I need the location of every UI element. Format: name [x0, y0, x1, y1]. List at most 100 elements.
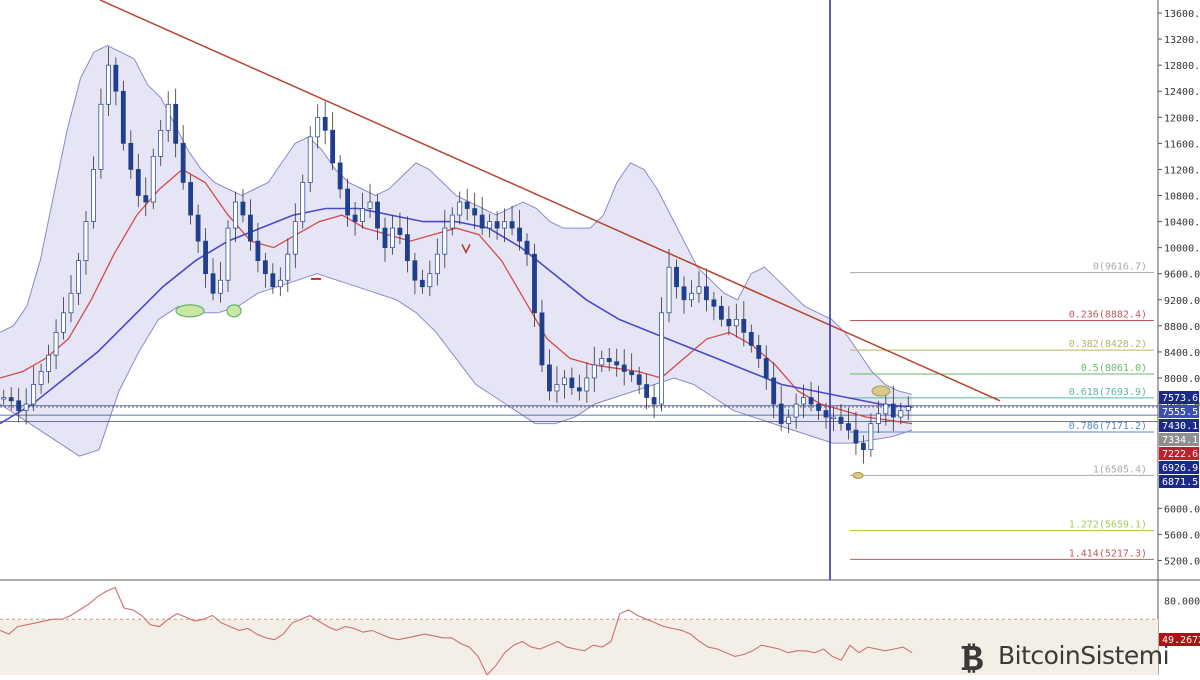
candle-body	[711, 299, 717, 307]
price-badge	[1159, 433, 1199, 446]
candle-body	[165, 103, 171, 131]
candle-body	[1, 397, 7, 400]
candle-body	[397, 227, 403, 235]
candle-body	[23, 403, 29, 411]
candle-body	[120, 90, 126, 144]
candle-body	[591, 364, 597, 379]
candle-body	[651, 397, 657, 405]
brand-name: BitcoinSistemi	[998, 641, 1170, 670]
candle-body	[262, 260, 268, 275]
candle-body	[337, 162, 343, 190]
bollinger-upper-line	[0, 45, 913, 395]
price-badge-label: 7430.1	[1162, 421, 1198, 432]
candle-body	[158, 129, 164, 157]
candle-body	[472, 208, 478, 216]
candle-body	[442, 227, 448, 255]
descending-trendline	[99, 0, 1001, 402]
candle-body	[502, 221, 507, 229]
candle-body	[128, 143, 134, 170]
low-highlight-marker	[226, 304, 242, 318]
high-highlight-marker	[871, 385, 891, 397]
y-tick-label: 12400.0	[1164, 87, 1200, 98]
candle-body	[412, 260, 418, 281]
candle-body	[434, 253, 440, 275]
candle-body	[105, 64, 111, 105]
candle-body	[532, 253, 537, 314]
candle-body	[382, 227, 388, 248]
y-tick-label: 11200.0	[1164, 165, 1200, 176]
price-badge	[1159, 447, 1199, 460]
y-tick-label: 5200.0	[1164, 556, 1200, 567]
candle-body	[330, 129, 336, 164]
candle-body	[524, 240, 530, 255]
candle-body	[76, 260, 81, 294]
candle-body	[188, 182, 194, 216]
y-tick-label: 13200.0	[1164, 35, 1200, 46]
candle-body	[307, 136, 313, 183]
candle-body	[823, 410, 829, 418]
candle-body	[248, 214, 253, 242]
candle-body	[218, 279, 223, 294]
candle-body	[180, 143, 186, 183]
candle-body	[517, 227, 522, 242]
price-badge-label: 7334.1	[1162, 435, 1198, 446]
candle-body	[113, 64, 119, 92]
candle-body	[150, 156, 156, 203]
candle-body	[576, 387, 582, 392]
candle-body	[853, 429, 859, 444]
candle-body	[547, 364, 552, 392]
y-tick-label: 10000.0	[1164, 244, 1200, 255]
candle-body	[91, 169, 96, 222]
candle-body	[748, 332, 754, 346]
candle-body	[890, 403, 896, 418]
fib-level-label: 0.236(8882.4)	[1069, 309, 1147, 320]
candle-body	[285, 253, 291, 281]
candle-body	[621, 364, 627, 372]
candle-body	[38, 371, 44, 385]
candles	[1, 46, 911, 464]
y-tick-label: 10800.0	[1164, 192, 1200, 203]
fib-level-label: 0.382(8428.2)	[1069, 339, 1147, 350]
candle-body	[375, 201, 380, 229]
y-tick-label: 9600.0	[1164, 270, 1200, 281]
candle-body	[861, 442, 866, 451]
candle-body	[808, 397, 814, 405]
rsi-line	[0, 586, 913, 676]
candle-body	[292, 221, 298, 255]
candle-body	[352, 214, 358, 222]
candle-body	[681, 286, 687, 301]
y-tick-label: 6000.0	[1164, 504, 1200, 515]
candle-body	[569, 377, 575, 389]
candle-body	[315, 116, 321, 138]
bollinger-band-fill	[0, 45, 912, 457]
down-arrow-icon	[461, 244, 471, 255]
candle-body	[225, 227, 231, 281]
candle-body	[390, 227, 395, 248]
bitcoin-logo-icon: ₿	[961, 638, 983, 675]
price-panel: 0(9616.7) 0.236(8882.4) 0.382(8428.2) 0.5(8…	[0, 0, 1158, 580]
candle-body	[360, 208, 365, 222]
candle-body	[255, 240, 261, 262]
candle-body	[345, 188, 351, 216]
candle-body	[53, 332, 59, 356]
candle-body	[868, 423, 874, 451]
candle-body	[786, 416, 792, 424]
candle-body	[659, 312, 664, 405]
candle-body	[801, 397, 807, 405]
candle-body	[875, 413, 881, 424]
bollinger-lower-line	[0, 273, 913, 457]
y-tick-label: 12000.0	[1164, 113, 1200, 124]
low-highlight-marker	[175, 304, 205, 318]
candle-body	[457, 201, 463, 216]
fib-level-label: 1.272(5659.1)	[1069, 520, 1147, 531]
candle-body	[883, 403, 889, 415]
candle-body	[674, 266, 679, 288]
candle-body	[210, 273, 216, 294]
fib-level-label: 0(9616.7)	[1093, 262, 1147, 273]
candle-body	[666, 266, 672, 314]
y-tick-label: 11600.0	[1164, 139, 1200, 150]
price-badge-label: 7555.5	[1162, 407, 1198, 418]
fib-level-label: 0.5(8061.0)	[1081, 363, 1147, 374]
